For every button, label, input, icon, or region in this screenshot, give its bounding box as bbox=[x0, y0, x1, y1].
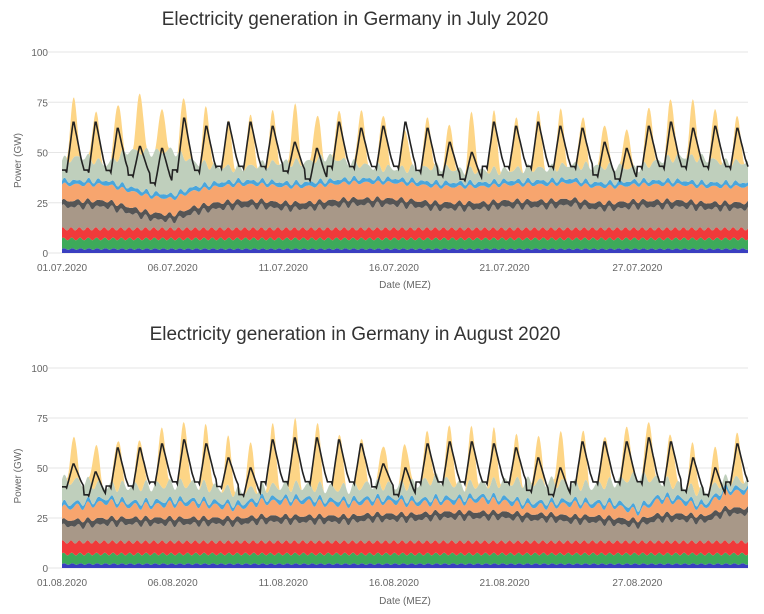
area-layer-4 bbox=[62, 201, 748, 231]
x-tick-label: 01.08.2020 bbox=[37, 578, 87, 589]
x-tick-label: 27.07.2020 bbox=[612, 263, 662, 274]
load-line bbox=[62, 117, 749, 188]
y-tick-label: 75 bbox=[37, 98, 49, 109]
y-tick-label: 50 bbox=[37, 464, 49, 475]
area-layer-1 bbox=[62, 248, 748, 253]
x-tick-label: 27.08.2020 bbox=[612, 578, 662, 589]
y-axis-label: Power (GW) bbox=[13, 133, 24, 188]
area-layer-6 bbox=[62, 488, 748, 523]
load-line bbox=[62, 437, 749, 498]
area-layer-2 bbox=[62, 237, 748, 250]
area-layer-7 bbox=[62, 483, 748, 516]
area-layer-8 bbox=[62, 147, 748, 197]
area-layer-6 bbox=[62, 180, 748, 217]
y-tick-label: 100 bbox=[31, 364, 48, 375]
y-tick-label: 75 bbox=[37, 414, 49, 425]
chart-1: Electricity generation in Germany in Jul… bbox=[13, 9, 749, 291]
y-axis-label: Power (GW) bbox=[13, 449, 24, 504]
x-tick-label: 16.08.2020 bbox=[369, 578, 419, 589]
y-tick-label: 0 bbox=[42, 564, 48, 575]
y-tick-label: 50 bbox=[37, 149, 49, 160]
x-tick-label: 21.07.2020 bbox=[480, 263, 530, 274]
x-tick-label: 06.07.2020 bbox=[148, 263, 198, 274]
area-layer-4 bbox=[62, 511, 748, 544]
x-tick-label: 21.08.2020 bbox=[480, 578, 530, 589]
y-tick-label: 100 bbox=[31, 48, 48, 59]
x-tick-label: 16.07.2020 bbox=[369, 263, 419, 274]
y-tick-label: 25 bbox=[37, 199, 49, 210]
area-layer-1 bbox=[62, 563, 748, 568]
x-axis-label: Date (MEZ) bbox=[379, 280, 431, 291]
area-layer-5 bbox=[62, 505, 748, 529]
area-layer-5 bbox=[62, 196, 748, 224]
y-tick-label: 0 bbox=[42, 249, 48, 260]
x-tick-label: 11.07.2020 bbox=[259, 263, 309, 274]
x-tick-label: 01.07.2020 bbox=[37, 263, 87, 274]
x-tick-label: 11.08.2020 bbox=[259, 578, 309, 589]
chart-title: Electricity generation in Germany in Aug… bbox=[150, 324, 561, 345]
area-layer-3 bbox=[62, 540, 748, 556]
area-layer-7 bbox=[62, 175, 748, 200]
chart-2: Electricity generation in Germany in Aug… bbox=[13, 324, 749, 607]
x-axis-label: Date (MEZ) bbox=[379, 596, 431, 607]
area-layer-2 bbox=[62, 552, 748, 565]
y-tick-label: 25 bbox=[37, 514, 49, 525]
x-tick-label: 06.08.2020 bbox=[148, 578, 198, 589]
area-layer-9 bbox=[62, 93, 748, 176]
area-layer-3 bbox=[62, 227, 748, 241]
chart-title: Electricity generation in Germany in Jul… bbox=[162, 9, 549, 30]
